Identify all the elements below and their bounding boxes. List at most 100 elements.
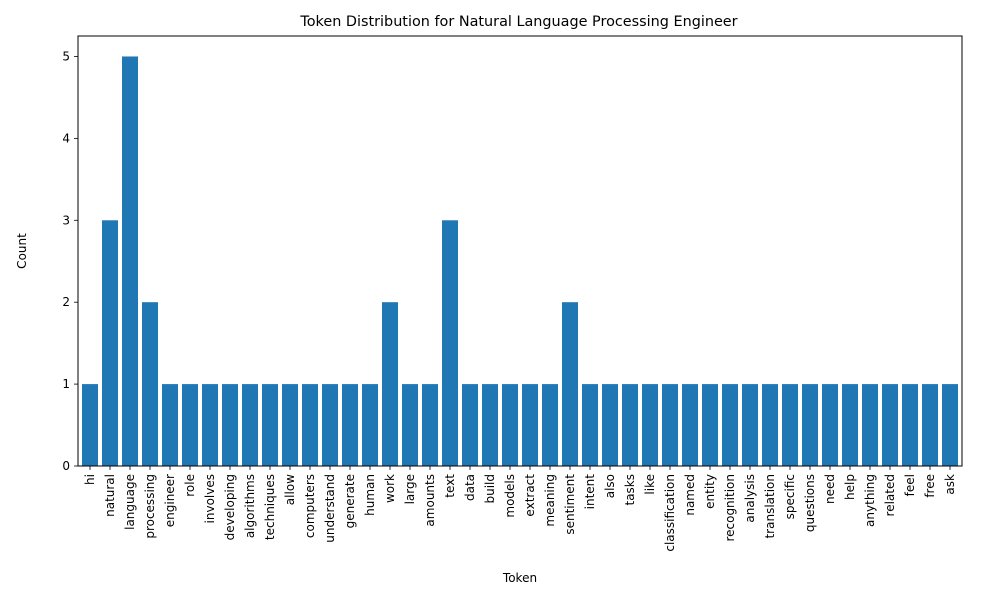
x-tick-label: work bbox=[383, 474, 397, 503]
x-tick-label: human bbox=[363, 474, 377, 516]
bar-related bbox=[882, 384, 898, 466]
bar-computers bbox=[302, 384, 318, 466]
x-tick-label: related bbox=[883, 474, 897, 516]
x-tick-label: large bbox=[403, 474, 417, 504]
y-tick-label: 4 bbox=[62, 131, 70, 145]
x-tick-label: entity bbox=[703, 474, 717, 509]
y-tick-label: 3 bbox=[62, 213, 70, 227]
bar-processing bbox=[142, 302, 158, 466]
x-tick-label: translation bbox=[763, 474, 777, 539]
y-tick-label: 2 bbox=[62, 295, 70, 309]
bar-tasks bbox=[622, 384, 638, 466]
bar-large bbox=[402, 384, 418, 466]
bar-anything bbox=[862, 384, 878, 466]
x-tick-label: named bbox=[683, 474, 697, 516]
x-tick-label: need bbox=[823, 474, 837, 504]
bar-hi bbox=[82, 384, 98, 466]
bar-feel bbox=[902, 384, 918, 466]
x-axis-title: Token bbox=[502, 571, 537, 585]
bar-help bbox=[842, 384, 858, 466]
bar-intent bbox=[582, 384, 598, 466]
bar-entity bbox=[702, 384, 718, 466]
x-tick-label: algorithms bbox=[243, 474, 257, 538]
bar-build bbox=[482, 384, 498, 466]
bar-recognition bbox=[722, 384, 738, 466]
x-tick-label: extract bbox=[523, 474, 537, 517]
x-tick-label: data bbox=[463, 474, 477, 501]
bar-analysis bbox=[742, 384, 758, 466]
bar-like bbox=[642, 384, 658, 466]
x-tick-label: analysis bbox=[743, 474, 757, 523]
y-tick-label: 5 bbox=[62, 49, 70, 63]
x-tick-label: models bbox=[503, 474, 517, 518]
x-tick-label: hi bbox=[83, 474, 97, 485]
bar-translation bbox=[762, 384, 778, 466]
bar-also bbox=[602, 384, 618, 466]
bar-sentiment bbox=[562, 302, 578, 466]
bar-need bbox=[822, 384, 838, 466]
x-tick-label: free bbox=[923, 474, 937, 498]
x-tick-label: tasks bbox=[623, 474, 637, 506]
x-tick-label: also bbox=[603, 474, 617, 498]
bar-techniques bbox=[262, 384, 278, 466]
x-tick-label: anything bbox=[863, 474, 877, 527]
bar-free bbox=[922, 384, 938, 466]
bar-work bbox=[382, 302, 398, 466]
x-tick-label: computers bbox=[303, 474, 317, 538]
x-tick-label: language bbox=[123, 474, 137, 530]
bar-generate bbox=[342, 384, 358, 466]
bar-human bbox=[362, 384, 378, 466]
x-tick-label: amounts bbox=[423, 474, 437, 527]
y-axis-title: Count bbox=[15, 233, 29, 269]
bar-specific bbox=[782, 384, 798, 466]
bar-engineer bbox=[162, 384, 178, 466]
x-tick-label: role bbox=[183, 474, 197, 497]
bar-models bbox=[502, 384, 518, 466]
bar-developing bbox=[222, 384, 238, 466]
x-tick-label: feel bbox=[903, 474, 917, 496]
x-tick-label: techniques bbox=[263, 474, 277, 540]
x-tick-label: allow bbox=[283, 474, 297, 505]
bar-role bbox=[182, 384, 198, 466]
bar-text bbox=[442, 220, 458, 466]
bar-involves bbox=[202, 384, 218, 466]
bar-questions bbox=[802, 384, 818, 466]
x-tick-label: meaning bbox=[543, 474, 557, 527]
x-tick-label: natural bbox=[103, 474, 117, 517]
bar-natural bbox=[102, 220, 118, 466]
x-tick-label: processing bbox=[143, 474, 157, 539]
y-axis: 0 1 2 3 4 5 bbox=[62, 49, 78, 473]
x-tick-label: ask bbox=[943, 474, 957, 495]
x-tick-label: engineer bbox=[163, 474, 177, 527]
x-tick-label: intent bbox=[583, 474, 597, 510]
bar-algorithms bbox=[242, 384, 258, 466]
bar-named bbox=[682, 384, 698, 466]
x-tick-label: understand bbox=[323, 474, 337, 543]
bar-language bbox=[122, 56, 138, 466]
bar-meaning bbox=[542, 384, 558, 466]
x-tick-label: involves bbox=[203, 474, 217, 523]
x-axis: hi natural language processing engineer role i… bbox=[83, 466, 957, 552]
x-tick-label: like bbox=[643, 474, 657, 495]
bar-extract bbox=[522, 384, 538, 466]
x-tick-label: questions bbox=[803, 474, 817, 532]
bars-layer bbox=[82, 56, 958, 466]
bar-amounts bbox=[422, 384, 438, 466]
x-tick-label: classification bbox=[663, 474, 677, 552]
y-tick-label: 1 bbox=[62, 377, 70, 391]
y-tick-label: 0 bbox=[62, 459, 70, 473]
bar-allow bbox=[282, 384, 298, 466]
x-tick-label: generate bbox=[343, 474, 357, 528]
plot-frame bbox=[77, 35, 963, 467]
x-tick-label: build bbox=[483, 474, 497, 504]
chart-title: Token Distribution for Natural Language … bbox=[299, 14, 737, 30]
x-tick-label: text bbox=[443, 474, 457, 498]
bar-data bbox=[462, 384, 478, 466]
x-tick-label: specific bbox=[783, 474, 797, 519]
x-tick-label: sentiment bbox=[563, 474, 577, 535]
bar-understand bbox=[322, 384, 338, 466]
bar-classification bbox=[662, 384, 678, 466]
x-tick-label: help bbox=[843, 474, 857, 500]
x-tick-label: developing bbox=[223, 474, 237, 540]
